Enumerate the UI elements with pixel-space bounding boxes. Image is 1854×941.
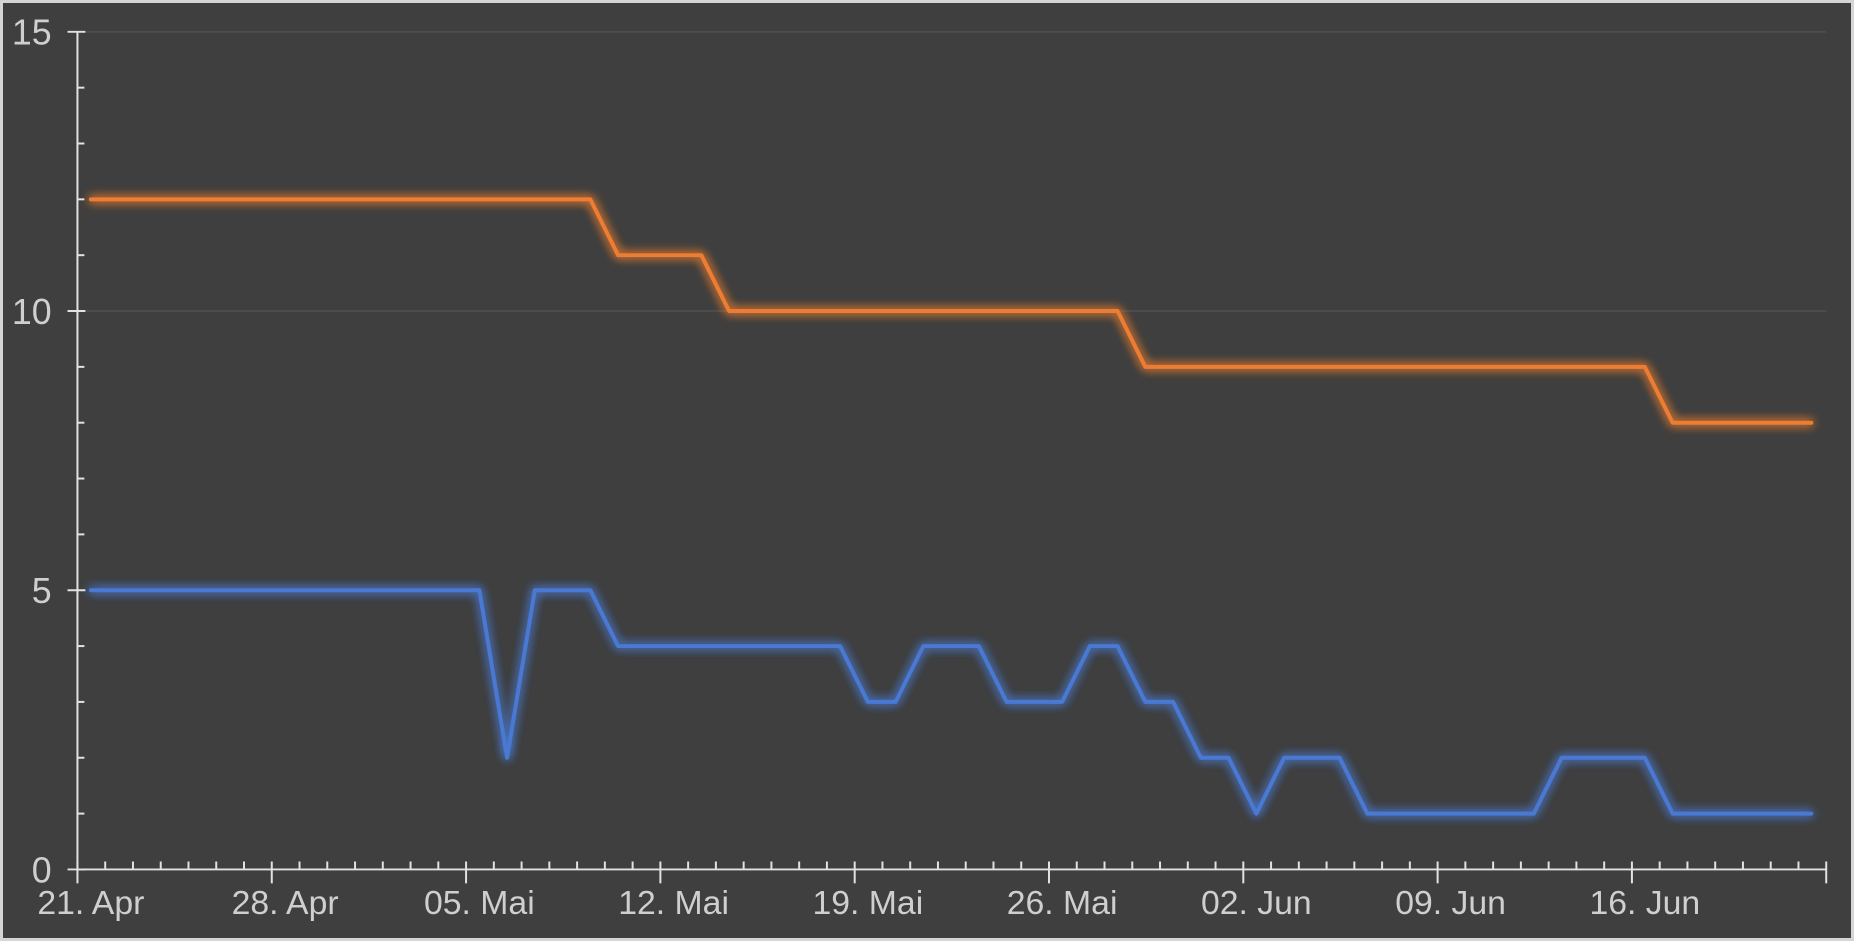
x-tick-label: 28. Apr: [232, 884, 339, 922]
x-tick-label: 05. Mai: [424, 884, 535, 922]
series-blue-line: [88, 588, 1814, 816]
x-tick-labels: 21. Apr 28. Apr 05. Mai 12. Mai 19. Mai 26. M…: [37, 884, 1700, 922]
line-chart: 0 5 10 15 21. Apr 28. Apr 05. Mai 12. Mai 19. M…: [12, 13, 1828, 922]
y-tick-labels: 0 5 10 15: [12, 13, 52, 891]
y-tick-label-15: 15: [12, 13, 52, 53]
y-gridlines: [78, 30, 1827, 313]
y-tick-label-5: 5: [32, 571, 52, 611]
x-tick-label: 02. Jun: [1201, 884, 1312, 922]
y-tick-label-10: 10: [12, 292, 52, 332]
series-orange-line: [88, 197, 1814, 425]
x-tick-label: 16. Jun: [1589, 884, 1700, 922]
data-series: [88, 197, 1814, 816]
axes: [67, 30, 1828, 884]
y-tick-label-0: 0: [32, 850, 52, 890]
x-tick-label: 21. Apr: [37, 884, 144, 922]
x-tick-label: 19. Mai: [812, 884, 923, 922]
x-tick-label: 26. Mai: [1007, 884, 1118, 922]
x-tick-label: 09. Jun: [1395, 884, 1506, 922]
x-tick-label: 12. Mai: [618, 884, 729, 922]
